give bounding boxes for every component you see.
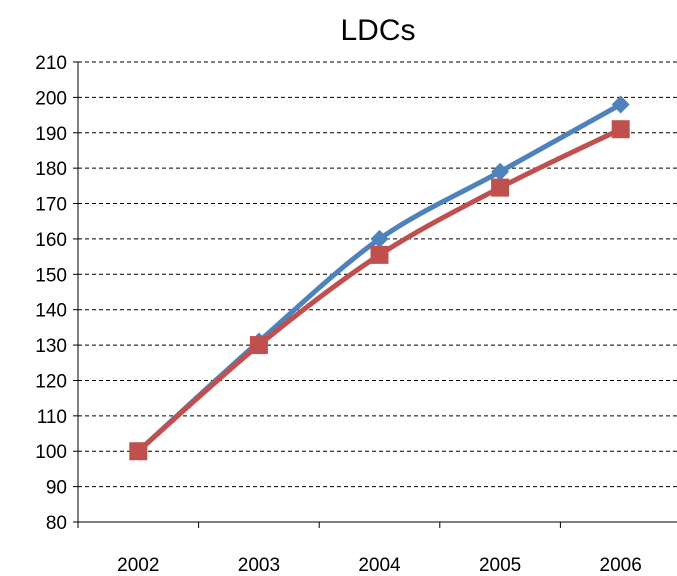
axes: [73, 61, 677, 528]
series-0: [129, 95, 630, 461]
y-tick-label-210: 210: [35, 53, 67, 74]
y-tick-label-100: 100: [35, 442, 67, 463]
series-1-point-2003: [249, 336, 268, 355]
y-tick-label-160: 160: [35, 230, 67, 251]
y-tick-label-120: 120: [35, 371, 67, 392]
series-1-point-2006: [611, 120, 630, 139]
series-1-line: [135, 126, 624, 454]
y-tick-label-90: 90: [46, 478, 67, 499]
tick-labels: 80 90 100 110 120 130 140 150 160 170 180 190 200 210…: [35, 53, 642, 576]
series-0-point-2006: [611, 95, 630, 114]
x-tick-label-2004: 2004: [358, 555, 401, 576]
y-tick-label-140: 140: [35, 301, 67, 322]
chart-title: LDCs: [340, 14, 415, 47]
series-1-point-2002: [129, 442, 148, 461]
series-0-point-2005: [491, 162, 510, 181]
y-tick-label-170: 170: [35, 195, 67, 216]
series-layer: [129, 95, 630, 461]
series-0-line: [135, 101, 624, 454]
y-tick-label-130: 130: [35, 336, 67, 357]
y-tick-label-80: 80: [46, 513, 67, 534]
series-0-point-2004: [370, 229, 389, 248]
series-1-point-2005: [491, 178, 510, 197]
series-1: [129, 120, 630, 461]
y-tick-label-180: 180: [35, 159, 67, 180]
series-1-point-2004: [370, 245, 389, 264]
y-tick-label-200: 200: [35, 88, 67, 109]
y-tick-label-110: 110: [37, 407, 67, 428]
y-tick-label-150: 150: [35, 265, 67, 286]
x-tick-label-2005: 2005: [479, 555, 521, 576]
x-tick-label-2003: 2003: [238, 555, 280, 576]
x-tick-label-2002: 2002: [117, 555, 159, 576]
x-tick-label-2006: 2006: [600, 555, 642, 576]
y-tick-label-190: 190: [35, 124, 67, 145]
